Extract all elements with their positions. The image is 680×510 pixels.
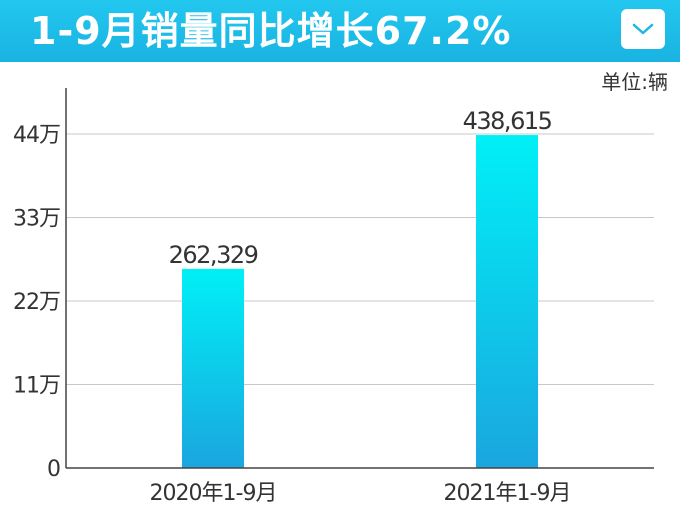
page-title: 1-9月销量同比增长67.2% bbox=[30, 9, 512, 53]
bar bbox=[476, 135, 538, 469]
unit-label: 单位:辆 bbox=[601, 70, 668, 94]
y-tick-label: 0 bbox=[47, 457, 60, 482]
y-tick-label: 22万 bbox=[13, 290, 60, 315]
chevron-down-icon bbox=[632, 23, 654, 35]
data-label: 438,615 bbox=[463, 107, 552, 135]
x-tick-label: 2021年1-9月 bbox=[444, 481, 571, 506]
x-tick-label: 2020年1-9月 bbox=[150, 481, 277, 506]
title-banner: 1-9月销量同比增长67.2% bbox=[0, 0, 680, 62]
data-label: 262,329 bbox=[169, 241, 258, 269]
y-tick-label: 33万 bbox=[13, 207, 60, 232]
bar bbox=[182, 268, 244, 468]
y-tick-label: 44万 bbox=[13, 123, 60, 148]
y-tick-label: 11万 bbox=[13, 374, 60, 399]
dropdown-button[interactable] bbox=[621, 9, 665, 49]
